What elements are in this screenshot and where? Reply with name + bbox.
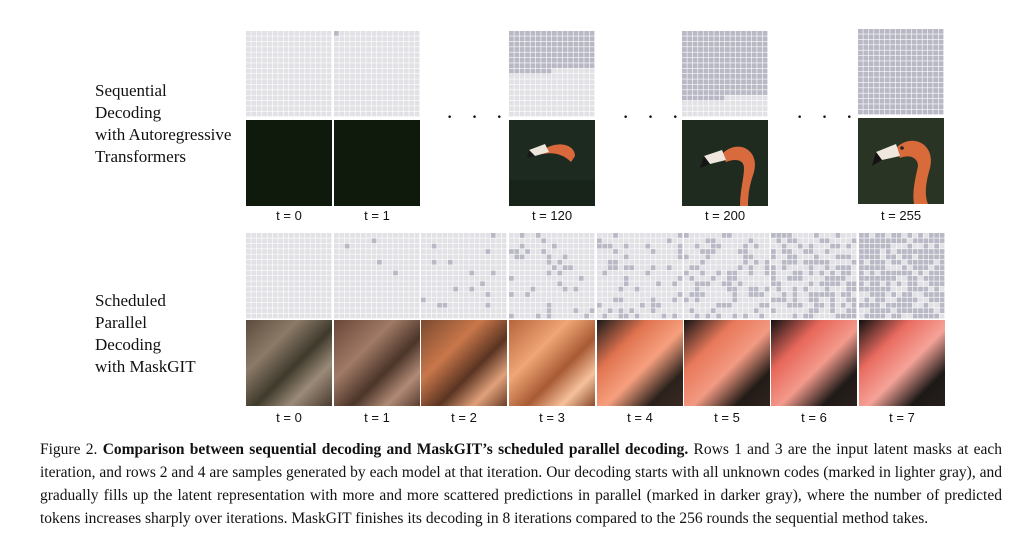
flamingo-partial-image: [682, 120, 768, 206]
par-image-t5: [684, 320, 770, 406]
seq-mask-t1: [334, 31, 420, 117]
par-time-label: t = 1: [364, 410, 390, 425]
parallel-label: Scheduled Parallel Decoding with MaskGIT: [95, 290, 196, 378]
seq-time-label: t = 0: [276, 208, 302, 223]
par-image-t3: [509, 320, 595, 406]
seq-image-t120: [509, 120, 595, 206]
seq-mask-t255: [858, 29, 944, 115]
seq-mask-t0: [246, 31, 332, 117]
caption-bold: Comparison between sequential decoding a…: [102, 441, 689, 458]
par-time-label: t = 2: [451, 410, 477, 425]
seq-time-label: t = 255: [880, 208, 922, 223]
sequential-label-line: with Autoregressive: [95, 125, 232, 144]
seq-image-t1: [334, 120, 420, 206]
parallel-label-line: with MaskGIT: [95, 357, 196, 376]
ellipsis-1: · · ·: [446, 104, 509, 129]
par-time-label: t = 4: [627, 410, 653, 425]
seq-image-t200: [682, 120, 768, 206]
par-image-t7: [859, 320, 945, 406]
par-image-t4: [597, 320, 683, 406]
sequential-label-line: Decoding: [95, 103, 162, 122]
sequential-label-line: Sequential: [95, 81, 167, 100]
caption-text: Rows 1 and 3 are the input latent masks …: [40, 441, 1003, 527]
figure-number: Figure 2.: [40, 441, 98, 458]
par-time-label: t = 7: [889, 410, 915, 425]
sequential-label: Sequential Decoding with Autoregressive …: [95, 80, 231, 168]
par-time-label: t = 3: [539, 410, 565, 425]
flamingo-partial-image: [509, 120, 595, 206]
ellipsis-2: · · ·: [622, 104, 685, 129]
figure-caption: Figure 2. Comparison between sequential …: [40, 438, 1002, 530]
seq-image-t255: [858, 118, 944, 204]
parallel-label-line: Decoding: [95, 335, 162, 354]
par-time-label: t = 5: [714, 410, 740, 425]
par-mask-t3: [509, 233, 595, 319]
ellipsis-3: · · ·: [796, 104, 859, 129]
par-mask-t0: [246, 233, 332, 319]
par-mask-t2: [421, 233, 507, 319]
seq-time-label: t = 120: [531, 208, 573, 223]
seq-image-t0: [246, 120, 332, 206]
par-mask-t4: [597, 233, 683, 319]
parallel-label-line: Parallel: [95, 313, 147, 332]
seq-mask-t120: [509, 31, 595, 117]
par-mask-t5: [684, 233, 770, 319]
seq-time-label: t = 200: [704, 208, 746, 223]
par-mask-t6: [771, 233, 857, 319]
seq-time-label: t = 1: [364, 208, 390, 223]
par-time-label: t = 6: [801, 410, 827, 425]
sequential-label-line: Transformers: [95, 147, 186, 166]
flamingo-image: [858, 118, 944, 204]
par-image-t1: [334, 320, 420, 406]
parallel-label-line: Scheduled: [95, 291, 166, 310]
par-image-t0: [246, 320, 332, 406]
par-mask-t1: [334, 233, 420, 319]
par-image-t2: [421, 320, 507, 406]
par-image-t6: [771, 320, 857, 406]
seq-mask-t200: [682, 31, 768, 117]
par-time-label: t = 0: [276, 410, 302, 425]
par-mask-t7: [859, 233, 945, 319]
